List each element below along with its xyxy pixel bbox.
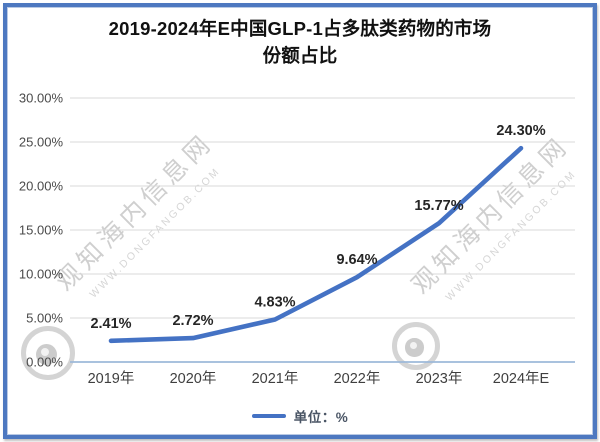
y-axis-tick-label: 15.00%: [19, 223, 64, 238]
line-chart-plot-area: 0.00% 5.00% 10.00% 15.00% 20.00% 25.00% 30.00%…: [19, 91, 575, 387]
chart-title-line2: 份额占比: [262, 45, 338, 66]
data-label: 2.72%: [172, 313, 213, 329]
chart-frame: 2019-2024年E中国GLP-1占多肽类药物的市场 份额占比 观知海内信息网…: [3, 3, 597, 439]
x-axis-tick-label: 2021年: [252, 370, 299, 387]
x-axis-tick-label: 2024年E: [493, 370, 550, 387]
legend-label: 单位：%: [293, 410, 349, 425]
x-axis-tick-label: 2019年: [88, 370, 135, 387]
data-label: 2.41%: [90, 316, 131, 332]
y-axis-tick-label: 0.00%: [26, 355, 63, 370]
y-axis-tick-label: 10.00%: [19, 267, 64, 282]
x-axis-tick-label: 2020年: [170, 370, 217, 387]
data-label: 4.83%: [254, 294, 295, 310]
chart-title-line1: 2019-2024年E中国GLP-1占多肽类药物的市场: [108, 18, 492, 39]
y-axis-tick-label: 25.00%: [19, 135, 64, 150]
data-label: 9.64%: [336, 252, 377, 268]
chart-title: 2019-2024年E中国GLP-1占多肽类药物的市场 份额占比: [7, 15, 593, 69]
data-label: 15.77%: [414, 198, 463, 214]
x-axis-tick-label: 2022年: [334, 370, 381, 387]
data-label: 24.30%: [496, 123, 545, 139]
y-axis-tick-label: 30.00%: [19, 91, 64, 106]
y-axis-tick-label: 20.00%: [19, 179, 64, 194]
legend-line-marker-icon: [251, 413, 286, 419]
y-axis-tick-label: 5.00%: [26, 311, 63, 326]
x-axis-tick-label: 2023年: [416, 370, 463, 387]
chart-legend: 单位：%: [7, 406, 593, 426]
series-line: [108, 145, 524, 344]
